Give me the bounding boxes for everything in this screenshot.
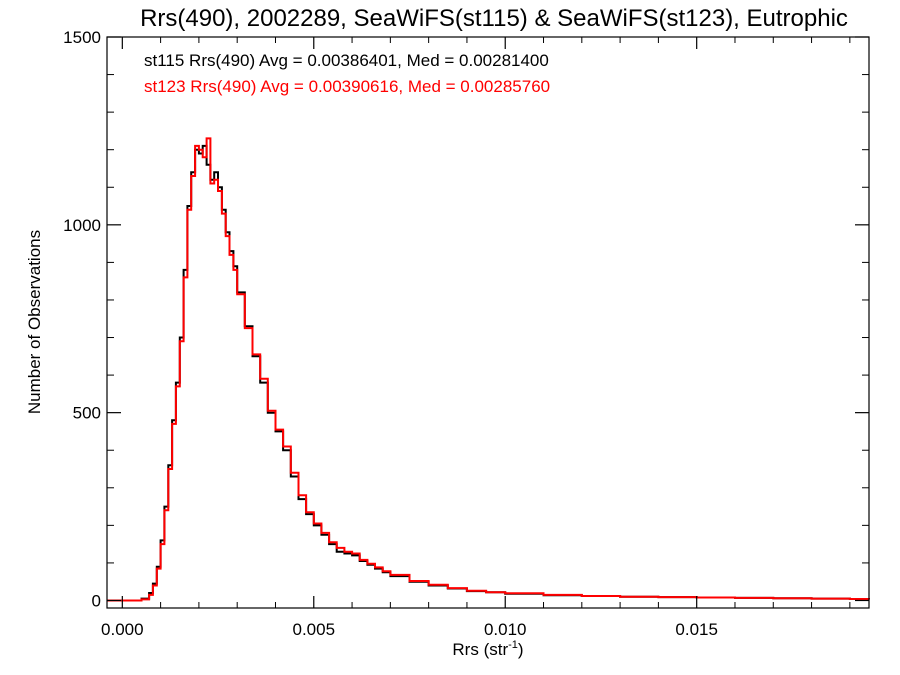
x-tick-label: 0.010 xyxy=(484,620,527,639)
y-tick-label: 1000 xyxy=(63,216,101,235)
series-line-st123 xyxy=(107,137,870,602)
x-tick-label: 0.015 xyxy=(675,620,718,639)
x-axis-label: Rrs (str-1) xyxy=(452,639,523,659)
x-tick-label: 0.005 xyxy=(293,620,336,639)
y-tick-label: 1500 xyxy=(63,28,101,47)
x-axis-label-main: Rrs (str xyxy=(452,640,508,659)
x-axis-label-close: ) xyxy=(518,640,524,659)
x-axis-label-sup: -1 xyxy=(508,639,518,651)
y-axis-label: Number of Observations xyxy=(25,230,44,414)
plot-frame xyxy=(106,36,870,609)
plot-area xyxy=(107,137,870,602)
x-tick-label: 0.000 xyxy=(101,620,144,639)
y-tick-label: 0 xyxy=(92,591,101,610)
y-tick-label: 500 xyxy=(73,404,101,423)
axis-ticks: 0.000 0.005 0.010 0.015 0 500 1000 1500 xyxy=(63,28,869,639)
annotation-st115: st115 Rrs(490) Avg = 0.00386401, Med = 0… xyxy=(144,51,549,70)
chart-title: Rrs(490), 2002289, SeaWiFS(st115) & SeaW… xyxy=(140,5,848,32)
annotation-st123: st123 Rrs(490) Avg = 0.00390616, Med = 0… xyxy=(144,77,550,96)
